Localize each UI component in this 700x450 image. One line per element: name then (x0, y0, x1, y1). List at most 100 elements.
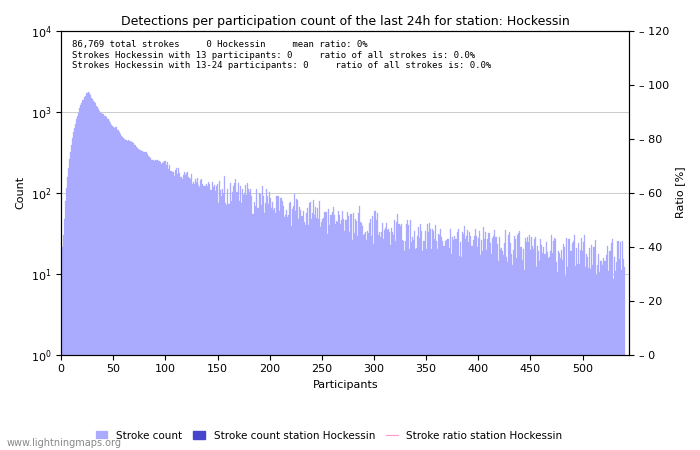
Bar (187, 172, 188, 450)
Bar (390, 245, 391, 450)
Bar (149, 157, 150, 450)
Bar (343, 219, 344, 450)
Bar (601, 261, 602, 450)
Bar (224, 176, 225, 450)
Bar (198, 185, 200, 450)
Bar (248, 189, 249, 450)
Bar (449, 229, 451, 450)
Bar (584, 235, 585, 450)
Bar (74, 128, 75, 450)
Bar (244, 193, 245, 450)
Bar (114, 128, 115, 450)
Bar (609, 251, 610, 450)
Bar (459, 256, 460, 450)
Bar (70, 152, 71, 450)
Bar (525, 238, 526, 450)
Bar (246, 195, 247, 450)
Bar (408, 225, 409, 450)
Bar (498, 237, 500, 450)
Bar (441, 237, 442, 450)
Bar (311, 219, 312, 450)
Bar (605, 261, 606, 450)
Bar (200, 180, 202, 450)
Bar (335, 224, 336, 450)
Bar (176, 167, 177, 450)
Bar (398, 224, 400, 450)
Bar (104, 116, 106, 450)
Bar (88, 92, 89, 450)
Bar (293, 207, 294, 450)
Bar (433, 231, 434, 450)
Bar (555, 239, 556, 450)
Bar (577, 264, 578, 450)
Bar (251, 196, 253, 450)
Bar (170, 171, 171, 450)
Bar (406, 224, 407, 450)
Bar (526, 237, 528, 450)
Stroke ratio station Hockessin (486, 352, 494, 357)
Bar (138, 149, 139, 450)
Bar (461, 256, 462, 450)
Bar (316, 218, 317, 450)
Bar (128, 140, 130, 450)
Bar (394, 220, 395, 450)
Bar (445, 241, 447, 450)
Bar (245, 185, 246, 450)
Bar (530, 250, 531, 450)
Bar (73, 132, 74, 450)
Bar (556, 261, 557, 450)
Bar (521, 248, 522, 450)
Bar (239, 201, 240, 450)
Bar (439, 235, 440, 450)
Bar (505, 230, 506, 450)
Bar (598, 272, 600, 450)
Bar (76, 119, 77, 450)
Bar (217, 184, 218, 450)
Bar (139, 150, 140, 450)
Bar (66, 177, 68, 450)
Bar (318, 219, 319, 450)
Bar (409, 249, 410, 450)
Bar (68, 168, 69, 450)
Bar (574, 235, 575, 450)
Bar (585, 267, 586, 450)
Bar (136, 148, 138, 450)
Bar (557, 272, 558, 450)
Bar (91, 98, 92, 450)
Bar (346, 220, 347, 450)
Bar (358, 212, 359, 450)
Bar (435, 225, 436, 450)
Bar (134, 145, 136, 450)
Bar (275, 213, 276, 450)
Bar (617, 241, 619, 450)
Bar (216, 186, 217, 450)
Bar (81, 103, 83, 450)
Bar (314, 216, 315, 450)
Bar (167, 162, 168, 450)
Bar (385, 228, 386, 450)
Bar (247, 184, 248, 450)
Bar (178, 168, 179, 450)
Bar (451, 254, 452, 450)
Bar (269, 192, 270, 450)
Bar (272, 202, 273, 450)
Bar (402, 242, 404, 450)
Bar (240, 186, 241, 450)
Bar (524, 270, 525, 450)
Bar (150, 158, 151, 450)
Bar (606, 256, 607, 450)
X-axis label: Participants: Participants (312, 380, 378, 390)
Bar (195, 179, 196, 450)
Bar (164, 161, 165, 450)
Stroke ratio station Hockessin (455, 352, 463, 357)
Bar (253, 202, 255, 450)
Bar (85, 93, 87, 450)
Bar (396, 222, 398, 450)
Bar (226, 205, 228, 450)
Bar (603, 258, 604, 450)
Bar (277, 196, 279, 450)
Bar (360, 222, 361, 450)
Bar (214, 184, 215, 450)
Bar (169, 165, 170, 450)
Bar (412, 237, 413, 450)
